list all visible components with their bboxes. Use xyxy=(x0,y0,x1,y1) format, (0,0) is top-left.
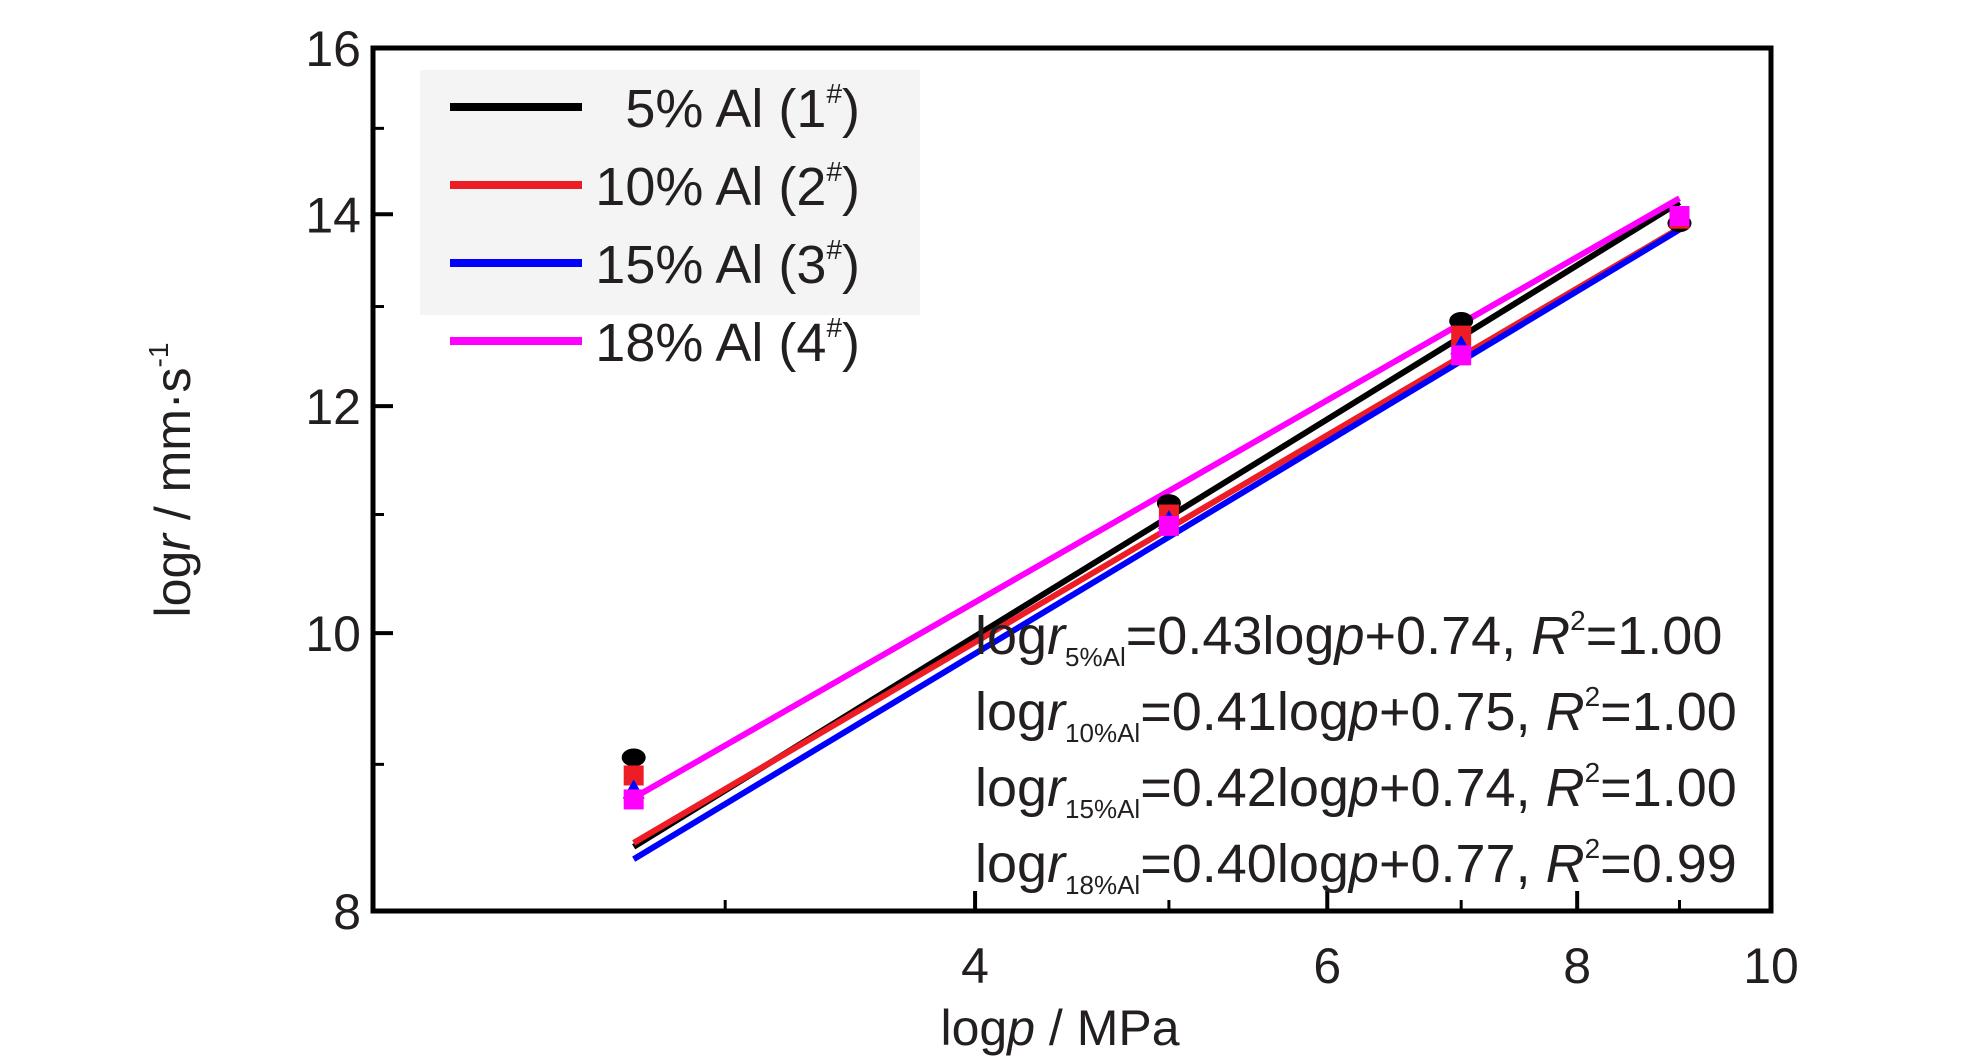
data-points xyxy=(621,206,1692,810)
fit-equation: logr10%Al=0.41logp+0.75, R2=1.00 xyxy=(975,681,1737,748)
data-point xyxy=(623,789,644,810)
y-tick-label: 8 xyxy=(333,884,361,940)
y-axis-title: logr / mm·s-1 xyxy=(143,343,201,618)
y-tick-label: 16 xyxy=(305,21,361,77)
fit-equation: logr5%Al=0.43logp+0.74, R2=1.00 xyxy=(975,605,1722,672)
y-tick-label: 14 xyxy=(305,187,361,243)
data-point xyxy=(621,748,646,767)
fit-equation: logr15%Al=0.42logp+0.74, R2=1.00 xyxy=(975,757,1737,824)
y-tick-label: 10 xyxy=(305,606,361,662)
x-tick-label: 8 xyxy=(1563,938,1591,994)
fit-line xyxy=(632,195,1681,801)
fit-line xyxy=(632,227,1682,862)
legend-label: 18% Al (4#) xyxy=(595,312,860,373)
legend-label: 10% Al (2#) xyxy=(595,156,860,217)
fit-equations: logr5%Al=0.43logp+0.74, R2=1.00 logr10%Al… xyxy=(975,605,1737,900)
data-point xyxy=(623,765,644,786)
x-tick-label: 6 xyxy=(1313,938,1341,994)
fit-equation: logr18%Al=0.40logp+0.77, R2=0.99 xyxy=(975,833,1737,900)
x-tick-label: 10 xyxy=(1743,938,1799,994)
legend: 5% Al (1#) 10% Al (2#) 15% Al (3#) 18% Al (… xyxy=(420,70,920,373)
legend-label: 15% Al (3#) xyxy=(595,234,860,295)
data-point xyxy=(1449,311,1474,330)
data-point xyxy=(1669,206,1690,227)
y-tick-label: 12 xyxy=(305,379,361,435)
x-tick-label: 4 xyxy=(961,938,989,994)
data-point xyxy=(1451,345,1472,366)
fit-lines xyxy=(632,195,1682,862)
data-point xyxy=(1158,515,1179,536)
x-axis-title: logp / MPa xyxy=(940,1000,1179,1056)
fit-line xyxy=(632,225,1682,846)
ticks: 4 6 8 10 8 10 12 14 16 xyxy=(305,21,1798,994)
legend-label: 5% Al (1#) xyxy=(625,78,860,139)
